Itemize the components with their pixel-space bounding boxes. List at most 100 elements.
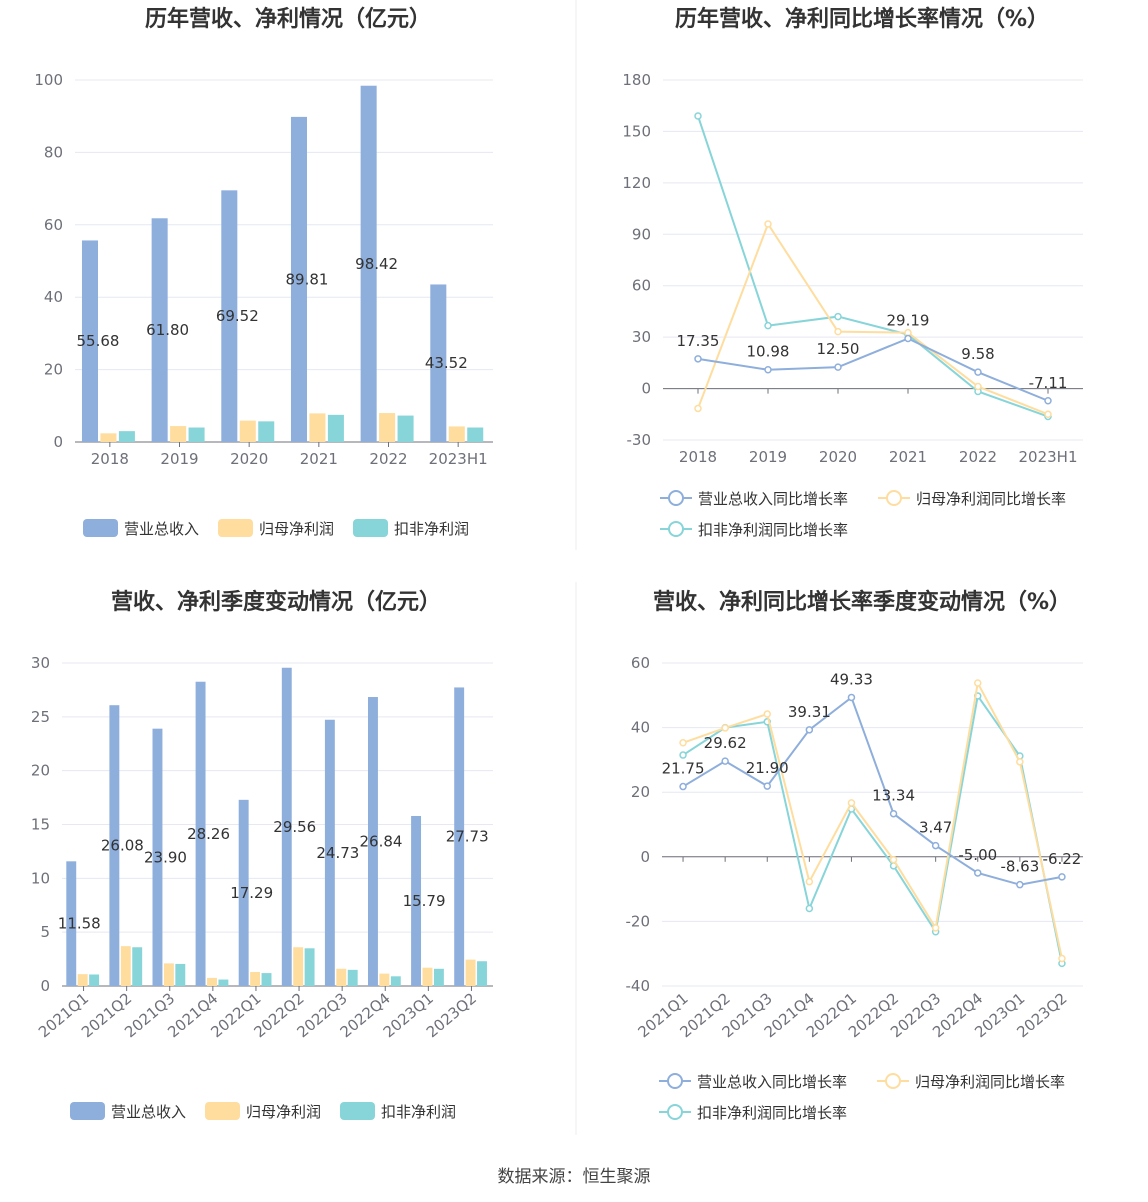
bar-value-label: 23.90	[144, 848, 187, 866]
bar-deducted-profit	[89, 974, 100, 986]
legend-item: 归母净利润同比增长率	[878, 490, 1066, 508]
legend-swatch	[218, 519, 253, 537]
y-tick-label: 60	[632, 277, 651, 295]
data-point	[763, 710, 771, 718]
point-value-label: 12.50	[817, 340, 860, 358]
data-point	[847, 693, 856, 702]
data-point	[679, 751, 687, 759]
bar-value-label: 11.58	[58, 915, 101, 933]
legend-label: 营业总收入	[111, 1103, 186, 1121]
chart-3: 营收、净利季度变动情况（亿元）0510152025302021Q12021Q22…	[31, 589, 493, 1121]
legend-label: 营业总收入	[124, 520, 199, 538]
bar-parent-profit	[207, 977, 217, 986]
bar-parent-profit	[422, 967, 433, 986]
chart-title: 营收、净利同比增长率季度变动情况（%）	[653, 589, 1071, 615]
y-tick-label: 180	[622, 71, 651, 89]
bar-revenue	[109, 705, 120, 986]
legend-item: 扣非净利润同比增长率	[659, 1104, 847, 1122]
point-value-label: 9.58	[961, 345, 994, 363]
bar-parent-profit	[465, 959, 476, 986]
y-tick-label: 60	[44, 216, 63, 234]
data-point	[805, 726, 814, 734]
y-tick-label: 90	[632, 225, 651, 243]
point-value-label: -5.00	[958, 846, 997, 864]
data-point	[904, 334, 912, 343]
bar-value-label: 55.68	[77, 332, 120, 350]
x-tick-label: 2021	[889, 448, 927, 466]
y-tick-label: 20	[44, 361, 63, 379]
data-source-footer: 数据来源：恒生聚源	[498, 1167, 651, 1187]
point-value-label: -7.11	[1029, 374, 1068, 392]
data-point	[974, 679, 982, 687]
legend-label: 归母净利润同比增长率	[915, 1073, 1065, 1091]
point-value-label: 21.90	[746, 759, 789, 777]
bar-parent-profit	[170, 426, 187, 442]
bar-deducted-profit	[397, 415, 414, 442]
legend-item: 营业总收入	[70, 1102, 186, 1121]
data-point	[1016, 880, 1024, 889]
legend-item: 营业总收入同比增长率	[660, 490, 848, 508]
data-point	[805, 877, 814, 886]
chart-2: 历年营收、净利同比增长率情况（%） -30 0 30 60 90 120 150 180 2018…	[622, 6, 1083, 539]
y-tick-label: 30	[31, 654, 50, 672]
point-value-label: 21.75	[662, 760, 705, 778]
bar-value-label: 17.29	[230, 884, 273, 902]
chart-title: 营收、净利季度变动情况（亿元）	[111, 589, 441, 615]
legend-circle-icon	[668, 490, 684, 506]
legend-label: 扣非净利润同比增长率	[698, 521, 848, 539]
point-value-label: 10.98	[747, 343, 790, 361]
bar-parent-profit	[293, 947, 304, 986]
y-tick-label: 0	[640, 848, 650, 866]
bar-revenue	[221, 190, 238, 442]
bar-parent-profit	[100, 433, 117, 442]
bar-deducted-profit	[390, 976, 401, 986]
bar-deducted-profit	[347, 969, 358, 986]
line-series-3	[697, 115, 1049, 418]
bar-value-label: 69.52	[216, 307, 259, 325]
bar-parent-profit	[250, 972, 261, 986]
legend-label: 归母净利润	[259, 520, 334, 538]
bar-parent-profit	[309, 413, 326, 442]
x-tick-label: 2022	[369, 450, 407, 468]
legend: 营业总收入 归母净利润 扣非净利润	[70, 1102, 456, 1121]
line-series-2	[697, 221, 1049, 416]
legend-swatch	[70, 1102, 105, 1120]
legend-swatch	[205, 1102, 240, 1120]
bar-revenue	[430, 284, 447, 442]
bar-value-label: 26.84	[359, 833, 402, 851]
y-tick-label: 15	[31, 816, 50, 834]
data-point	[834, 312, 842, 321]
x-tick-label: 2019	[160, 450, 198, 468]
data-point	[764, 365, 772, 374]
bar-revenue	[324, 719, 335, 986]
legend-label: 扣非净利润	[394, 520, 469, 538]
x-tick-label: 2023H1	[1019, 448, 1078, 466]
x-tick-label: 2018	[679, 448, 717, 466]
bar-revenue	[454, 687, 465, 986]
chart-4: 营收、净利同比增长率季度变动情况（%）-40-2002040602021Q120…	[626, 589, 1083, 1122]
chart-title: 历年营收、净利情况（亿元）	[145, 6, 431, 32]
y-tick-label: 60	[631, 654, 650, 672]
data-point	[764, 220, 772, 228]
line-series-2	[682, 679, 1063, 959]
bar-deducted-profit	[304, 948, 315, 986]
data-point	[974, 368, 982, 376]
y-tick-label: 5	[40, 923, 50, 941]
legend-label: 营业总收入同比增长率	[698, 490, 848, 508]
data-point	[1058, 873, 1066, 881]
bar-revenue	[81, 240, 98, 442]
y-tick-label: -30	[627, 431, 652, 449]
point-value-label: 13.34	[872, 787, 915, 805]
bar-parent-profit	[379, 413, 396, 442]
point-value-label: 17.35	[677, 332, 720, 350]
bar-parent-profit	[336, 968, 347, 986]
line-series-3	[682, 693, 1063, 964]
y-tick-label: 30	[632, 328, 651, 346]
bar-revenue	[368, 697, 378, 986]
bar-revenue	[152, 728, 163, 986]
legend-label: 营业总收入同比增长率	[697, 1073, 847, 1091]
data-point	[763, 782, 771, 790]
y-tick-label: 100	[34, 71, 63, 89]
